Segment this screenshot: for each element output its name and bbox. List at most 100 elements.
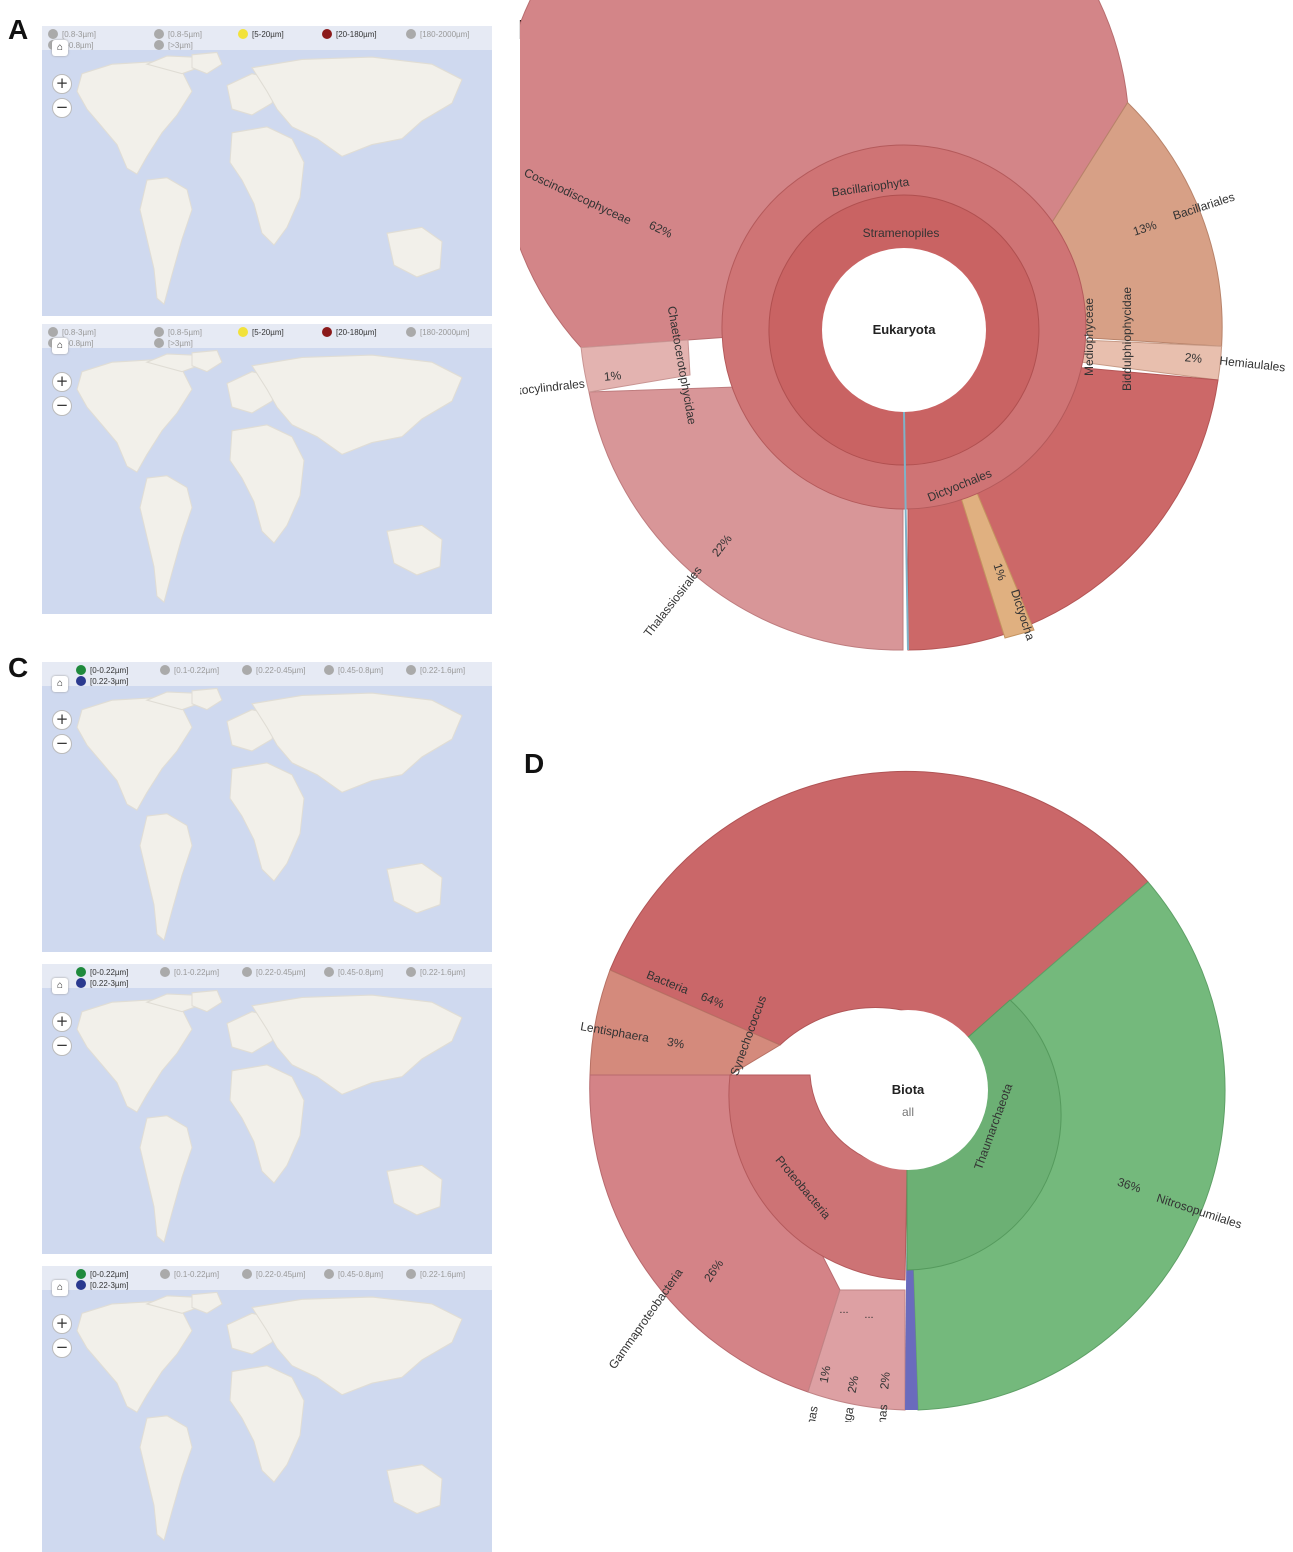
legend-item[interactable]: [0.8-3µm] bbox=[48, 327, 96, 337]
label-thalassiosirales: Thalassiosirales bbox=[641, 563, 705, 639]
legend-item[interactable]: [0.45-0.8µm] bbox=[324, 1269, 383, 1279]
legend-label: [0-0.22µm] bbox=[90, 967, 129, 977]
zoom-in-button[interactable]: + bbox=[52, 1012, 72, 1032]
sunburst-biota[interactable]: Biota all Bacteria 64% Synechococcus Len… bbox=[580, 770, 1293, 1422]
map-panel-a-top[interactable]: [0.8-3µm] [0.8-5µm] [5-20µm] [20-180µm] [180… bbox=[42, 26, 492, 316]
legend-item[interactable]: [0.8-3µm] bbox=[48, 29, 96, 39]
continent-shape bbox=[76, 359, 193, 473]
world-map[interactable] bbox=[42, 348, 492, 614]
legend-item[interactable]: [0.22-3µm] bbox=[76, 676, 128, 686]
legend-item[interactable]: [180-2000µm] bbox=[406, 29, 470, 39]
home-icon[interactable]: ⌂ bbox=[52, 40, 68, 56]
legend-label: [0.22-3µm] bbox=[90, 978, 129, 988]
legend-item[interactable]: [5-20µm] bbox=[238, 327, 284, 337]
map-legend[interactable]: [0.8-3µm] [0.8-5µm] [5-20µm] [20-180µm] [180… bbox=[42, 324, 492, 348]
map-legend[interactable]: [0-0.22µm] [0.1-0.22µm] [0.22-0.45µm] [0.45… bbox=[42, 1266, 492, 1290]
home-icon[interactable]: ⌂ bbox=[52, 1280, 68, 1296]
legend-item[interactable]: [0-0.22µm] bbox=[76, 665, 128, 675]
legend-label: [0.1-0.22µm] bbox=[174, 967, 220, 977]
legend-item[interactable]: [5-20µm] bbox=[238, 29, 284, 39]
zoom-out-button[interactable]: − bbox=[52, 734, 72, 754]
continent-shape bbox=[139, 1115, 193, 1244]
legend-item[interactable]: [0.22-0.45µm] bbox=[242, 967, 306, 977]
legend-item[interactable]: [0.22-1.6µm] bbox=[406, 1269, 465, 1279]
map-panel-c-middle[interactable]: [0-0.22µm] [0.1-0.22µm] [0.22-0.45µm] [0.45… bbox=[42, 964, 492, 1254]
panel-letter-c: C bbox=[8, 652, 29, 683]
segment-gammaproteobacteria[interactable] bbox=[589, 1074, 841, 1393]
panel-letter-a: A bbox=[8, 14, 29, 45]
zoom-in-button[interactable]: + bbox=[52, 710, 72, 730]
legend-item[interactable]: [0.1-0.22µm] bbox=[160, 1269, 219, 1279]
zoom-out-button[interactable]: − bbox=[52, 1338, 72, 1358]
world-map[interactable] bbox=[42, 988, 492, 1254]
continent-shape bbox=[139, 1415, 193, 1542]
label-eukaryota: Eukaryota bbox=[873, 322, 937, 337]
map-legend[interactable]: [0.8-3µm] [0.8-5µm] [5-20µm] [20-180µm] [180… bbox=[42, 26, 492, 50]
thin-slice-blue bbox=[903, 411, 909, 651]
legend-dot-icon bbox=[48, 327, 58, 337]
legend-item[interactable]: [>3µm] bbox=[154, 40, 193, 50]
legend-label: [>3µm] bbox=[168, 40, 193, 50]
legend-dot-icon bbox=[76, 1280, 86, 1290]
ring-proteobacteria[interactable] bbox=[728, 1074, 908, 1281]
map-legend[interactable]: [0-0.22µm] [0.1-0.22µm] [0.22-0.45µm] [0.45… bbox=[42, 964, 492, 988]
legend-item[interactable]: [20-180µm] bbox=[322, 29, 377, 39]
label-stramenopiles: Stramenopiles bbox=[863, 226, 940, 240]
legend-item[interactable]: [180-2000µm] bbox=[406, 327, 470, 337]
legend-label: [20-180µm] bbox=[336, 29, 377, 39]
center-eukaryota[interactable] bbox=[822, 248, 986, 412]
continent-shape bbox=[191, 687, 223, 711]
legend-label: [0.1-0.22µm] bbox=[174, 1269, 220, 1279]
segment-genera[interactable] bbox=[807, 1289, 906, 1411]
sunburst-eukaryota[interactable]: Eukaryota Stramenopiles Bacillariophyta … bbox=[520, 0, 1293, 660]
world-map[interactable] bbox=[42, 686, 492, 952]
legend-item[interactable]: [0.22-3µm] bbox=[76, 1280, 128, 1290]
center-biota[interactable] bbox=[828, 1010, 988, 1170]
legend-label: [0.22-1.6µm] bbox=[420, 665, 466, 675]
legend-label: [0.22-0.45µm] bbox=[256, 1269, 306, 1279]
legend-item[interactable]: [0.45-0.8µm] bbox=[324, 967, 383, 977]
continent-shape bbox=[386, 226, 443, 278]
zoom-in-button[interactable]: + bbox=[52, 372, 72, 392]
legend-dot-icon bbox=[406, 967, 416, 977]
legend-label: [5-20µm] bbox=[252, 327, 284, 337]
continent-shape bbox=[191, 349, 223, 373]
legend-item[interactable]: [>3µm] bbox=[154, 338, 193, 348]
world-map[interactable] bbox=[42, 50, 492, 316]
home-icon[interactable]: ⌂ bbox=[52, 676, 68, 692]
home-icon[interactable]: ⌂ bbox=[52, 338, 68, 354]
sunburst-d-segments[interactable] bbox=[589, 771, 1226, 1411]
legend-label: [5-20µm] bbox=[252, 29, 284, 39]
legend-item[interactable]: [0-0.22µm] bbox=[76, 967, 128, 977]
continent-shape bbox=[191, 51, 223, 75]
zoom-out-button[interactable]: − bbox=[52, 1036, 72, 1056]
zoom-out-button[interactable]: − bbox=[52, 396, 72, 416]
legend-label: [0.22-0.45µm] bbox=[256, 665, 306, 675]
legend-item[interactable]: [0-0.22µm] bbox=[76, 1269, 128, 1279]
home-icon[interactable]: ⌂ bbox=[52, 978, 68, 994]
segment-bacteria-outer[interactable] bbox=[609, 771, 1149, 1046]
map-panel-a-bottom[interactable]: [0.8-3µm] [0.8-5µm] [5-20µm] [20-180µm] [180… bbox=[42, 324, 492, 614]
legend-item[interactable]: [0.22-0.45µm] bbox=[242, 665, 306, 675]
legend-item[interactable]: [20-180µm] bbox=[322, 327, 377, 337]
continent-shape bbox=[251, 56, 463, 158]
sunburst-b-segments[interactable] bbox=[520, 0, 1223, 651]
legend-item[interactable]: [0.1-0.22µm] bbox=[160, 665, 219, 675]
map-panel-c-bottom[interactable]: [0-0.22µm] [0.1-0.22µm] [0.22-0.45µm] [0.45… bbox=[42, 1266, 492, 1552]
legend-item[interactable]: [0.8-5µm] bbox=[154, 29, 202, 39]
legend-label: [0.22-1.6µm] bbox=[420, 1269, 466, 1279]
legend-item[interactable]: [0.22-1.6µm] bbox=[406, 967, 465, 977]
legend-item[interactable]: [0.45-0.8µm] bbox=[324, 665, 383, 675]
map-legend[interactable]: [0-0.22µm] [0.1-0.22µm] [0.22-0.45µm] [0.45… bbox=[42, 662, 492, 686]
legend-item[interactable]: [0.22-1.6µm] bbox=[406, 665, 465, 675]
legend-item[interactable]: [0.8-5µm] bbox=[154, 327, 202, 337]
zoom-in-button[interactable]: + bbox=[52, 74, 72, 94]
legend-item[interactable]: [0.1-0.22µm] bbox=[160, 967, 219, 977]
legend-item[interactable]: [0.22-0.45µm] bbox=[242, 1269, 306, 1279]
map-panel-c-top[interactable]: [0-0.22µm] [0.1-0.22µm] [0.22-0.45µm] [0.45… bbox=[42, 662, 492, 952]
zoom-in-button[interactable]: + bbox=[52, 1314, 72, 1334]
segment-leptocylindrales[interactable] bbox=[580, 339, 691, 393]
legend-item[interactable]: [0.22-3µm] bbox=[76, 978, 128, 988]
world-map[interactable] bbox=[42, 1290, 492, 1552]
zoom-out-button[interactable]: − bbox=[52, 98, 72, 118]
